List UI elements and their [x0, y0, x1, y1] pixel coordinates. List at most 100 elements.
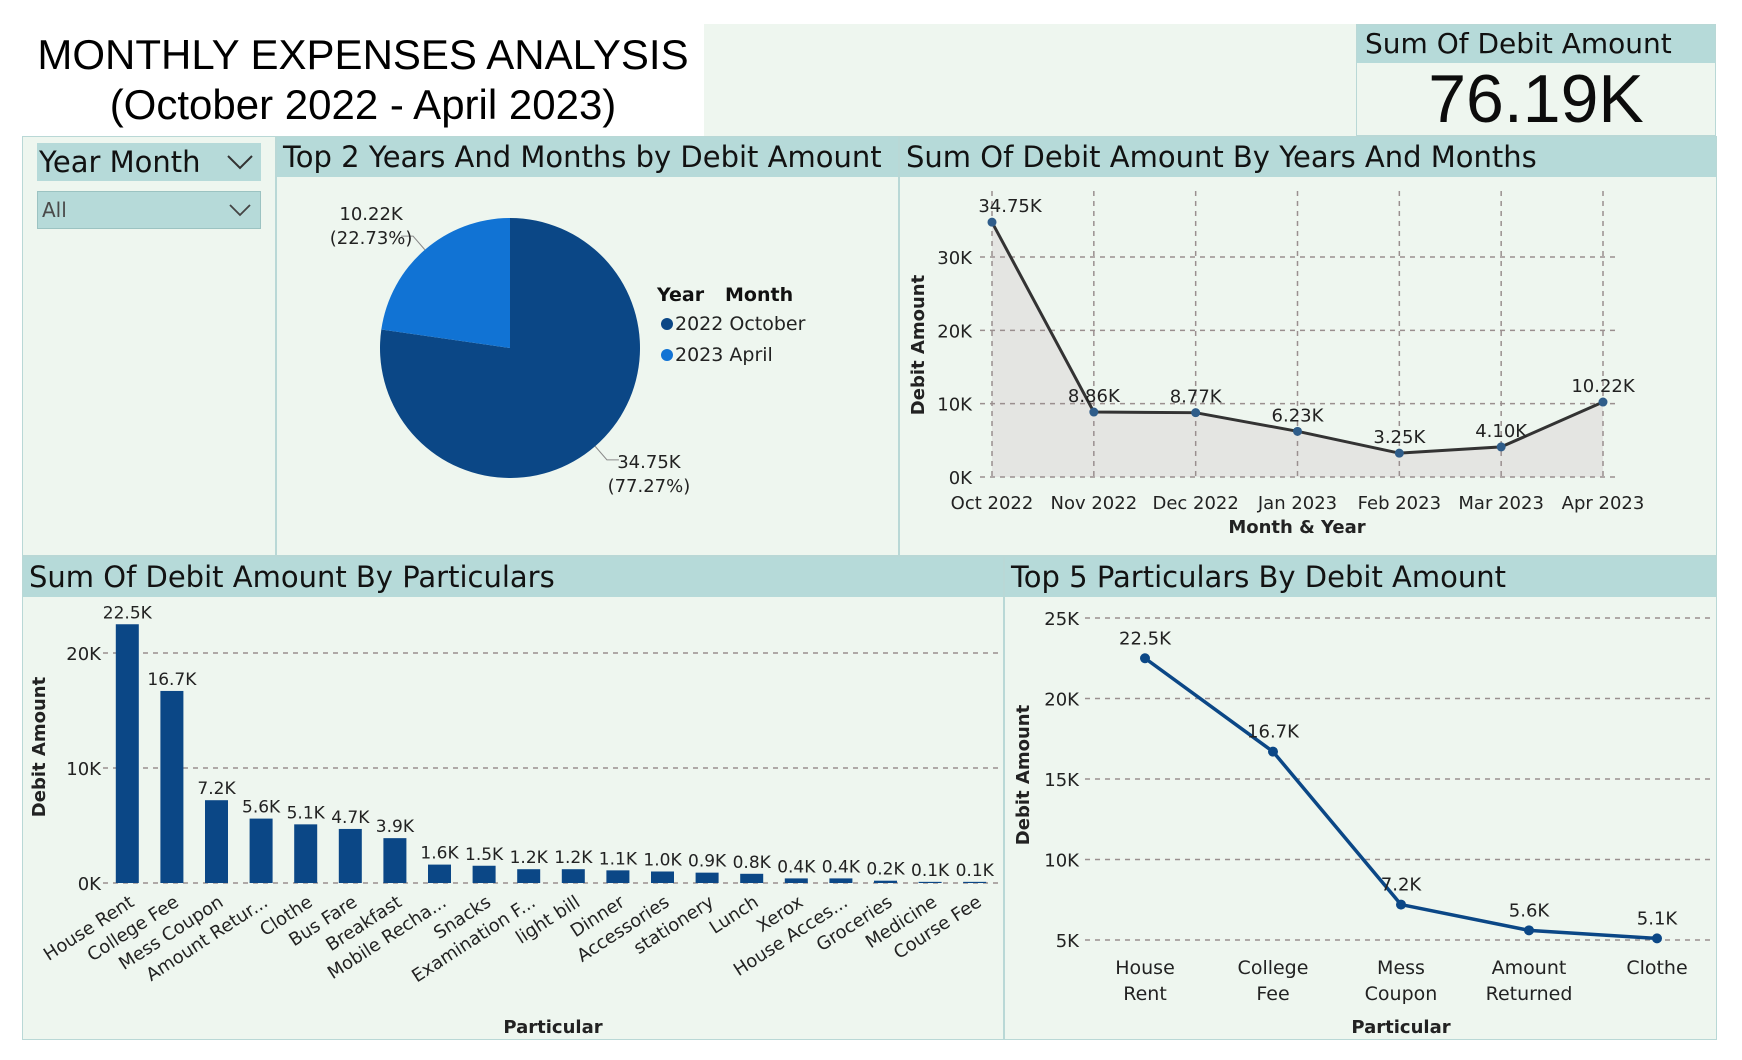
bar	[205, 800, 228, 883]
legend-header-month: Month	[725, 284, 793, 306]
y-tick-label: 10K	[1044, 851, 1080, 872]
area-chart: 0K 10K 20K 30K Oct 2022 Nov 2022 Dec 2022 Jan 2…	[908, 191, 1645, 538]
bar	[740, 873, 764, 883]
x-tick-label: Nov 2022	[1050, 493, 1137, 514]
bar	[784, 878, 808, 883]
x-tick-label: Rent	[1123, 983, 1167, 1005]
kpi-card: Sum Of Debit Amount 76.19K	[1356, 24, 1716, 136]
pie-panel-title: Top 2 Years And Months by Debit Amount	[277, 137, 898, 177]
legend-header-year: Year	[656, 284, 705, 306]
bar	[249, 818, 273, 883]
bar-data-label: 0.1K	[911, 861, 950, 881]
pie-leader-line	[594, 445, 619, 461]
area-data-label: 8.77K	[1170, 387, 1223, 408]
top5-point	[1652, 933, 1662, 944]
area-point	[1598, 397, 1608, 407]
top-strip	[704, 24, 1356, 136]
y-tick-label: 30K	[937, 248, 973, 269]
kpi-label: Sum Of Debit Amount	[1357, 25, 1715, 63]
bar-data-label: 5.6K	[242, 798, 281, 818]
bar-data-label: 22.5K	[103, 603, 153, 623]
bar	[829, 878, 853, 883]
bar	[695, 872, 719, 883]
pie-slice-2023-april	[381, 218, 510, 348]
x-tick-label: Clothe	[1626, 957, 1687, 979]
area-data-label: 3.25K	[1373, 427, 1426, 448]
area-point	[1394, 448, 1404, 458]
bar	[160, 690, 184, 883]
x-tick-label: House	[1115, 957, 1175, 979]
slicer-header[interactable]: Year Month	[37, 143, 261, 181]
y-axis-title: Debit Amount	[908, 274, 929, 415]
pie-value-label: 34.75K	[617, 452, 682, 473]
bar-data-label: 5.1K	[287, 803, 326, 823]
pie-leader-line	[401, 235, 426, 251]
x-axis-title: Particular	[503, 1017, 602, 1038]
bar	[115, 624, 139, 883]
bar	[294, 824, 318, 883]
top5-data-label: 7.2K	[1381, 875, 1423, 896]
bar	[606, 870, 630, 883]
bar	[428, 864, 451, 883]
bar-data-label: 1.6K	[420, 844, 459, 864]
x-tick-label: Oct 2022	[951, 493, 1034, 514]
bar	[561, 869, 585, 883]
pie-value-label: 10.22K	[339, 204, 404, 225]
x-tick-label: Mess	[1377, 957, 1425, 979]
y-tick-label: 10K	[66, 759, 102, 780]
x-tick-label: Mar 2023	[1458, 493, 1544, 514]
area-data-label: 34.75K	[978, 196, 1043, 217]
kpi-value: 76.19K	[1428, 61, 1644, 137]
top5-panel-title: Top 5 Particulars By Debit Amount	[1005, 557, 1716, 597]
chevron-down-icon[interactable]	[225, 147, 255, 175]
area-point	[1293, 426, 1302, 436]
report-title-line2: (October 2022 - April 2023)	[109, 81, 617, 128]
bar	[383, 838, 407, 883]
pie-percent-label: (22.73%)	[330, 228, 413, 249]
y-tick-label: 5K	[1056, 931, 1080, 952]
bar-data-label: 1.1K	[599, 849, 638, 869]
top5-panel: Top 5 Particulars By Debit Amount 5K 10K 1…	[1004, 556, 1717, 1040]
slicer-panel: Year Month All	[22, 136, 276, 556]
bar-data-label: 1.2K	[510, 848, 549, 868]
pie-chart: 34.75K (77.27%) 10.22K (22.73%) Year Month 202…	[330, 204, 806, 497]
report-title: MONTHLY EXPENSES ANALYSIS (October 2022 …	[22, 24, 704, 136]
bar-data-label: 0.1K	[956, 861, 995, 881]
bar	[517, 869, 541, 883]
year-month-dropdown[interactable]: All	[37, 191, 261, 229]
x-tick-label: Amount	[1492, 957, 1567, 979]
top5-point	[1268, 746, 1278, 757]
bar	[338, 828, 362, 883]
top5-line-chart: 5K 10K 15K 20K 25K 22.5K House Rent 16.7K College…	[1013, 609, 1711, 1038]
y-tick-label: 25K	[1044, 609, 1080, 630]
x-tick-label: Apr 2023	[1562, 493, 1645, 514]
bar-data-label: 0.4K	[822, 857, 861, 877]
area-data-label: 8.86K	[1068, 386, 1121, 407]
x-tick-label: Jan 2023	[1257, 493, 1337, 514]
bar	[874, 880, 897, 883]
top5-series-line	[1143, 656, 1658, 941]
y-tick-label: 20K	[937, 321, 973, 342]
chevron-down-icon	[229, 204, 251, 217]
y-tick-label: 0K	[78, 874, 102, 895]
bar-panel: Sum Of Debit Amount By Particulars 0K 10K…	[22, 556, 1004, 1040]
top5-point	[1396, 899, 1406, 910]
legend-marker-icon	[661, 318, 673, 330]
bar-data-label: 1.2K	[554, 848, 593, 868]
x-tick-label: College	[1238, 957, 1309, 979]
bar-data-label: 7.2K	[197, 779, 236, 799]
x-tick-label: Coupon	[1365, 983, 1438, 1005]
top5-point	[1524, 925, 1534, 936]
line-panel: Sum Of Debit Amount By Years And Months …	[899, 136, 1717, 556]
x-axis-title: Particular	[1351, 1017, 1450, 1038]
bar-data-label: 16.7K	[147, 670, 197, 690]
area-data-label: 4.10K	[1475, 421, 1528, 442]
bar-panel-title: Sum Of Debit Amount By Particulars	[23, 557, 1003, 597]
y-tick-label: 20K	[1044, 690, 1080, 711]
legend-item-label: 2023 April	[675, 344, 773, 366]
bar	[918, 881, 942, 883]
y-axis-title: Debit Amount	[29, 676, 50, 817]
bar-data-label: 0.9K	[688, 852, 727, 872]
area-data-label: 6.23K	[1272, 405, 1325, 426]
